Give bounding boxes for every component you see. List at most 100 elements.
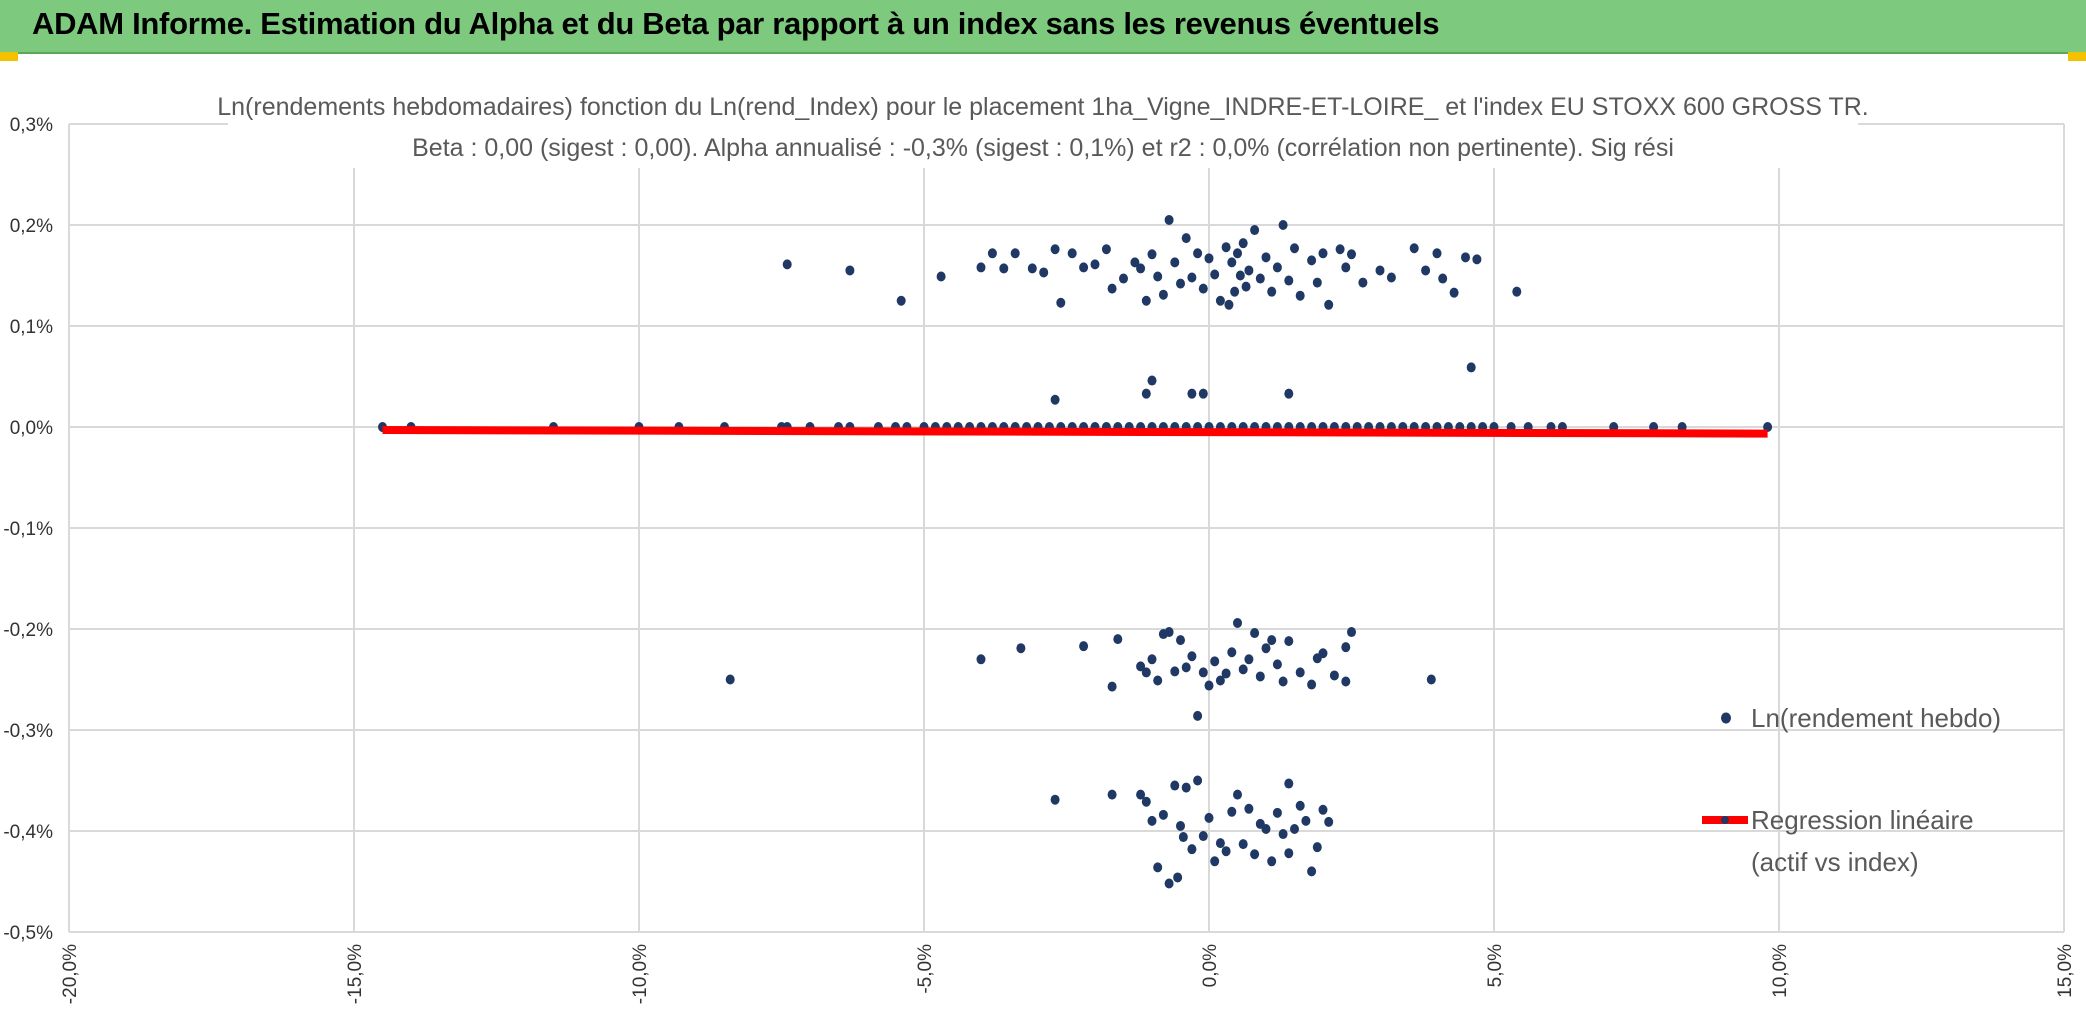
data-point bbox=[1472, 254, 1482, 265]
data-point bbox=[1187, 651, 1197, 662]
data-point bbox=[1210, 856, 1220, 867]
data-point bbox=[1198, 831, 1208, 842]
data-point bbox=[1284, 275, 1294, 286]
data-point bbox=[1255, 273, 1265, 284]
x-tick-label: 0,0% bbox=[1200, 944, 1221, 987]
data-point bbox=[1227, 257, 1237, 268]
data-point bbox=[1027, 263, 1037, 274]
data-point bbox=[1312, 842, 1322, 853]
data-point bbox=[1221, 242, 1231, 253]
legend-marker-points bbox=[1721, 712, 1731, 724]
data-point bbox=[1056, 297, 1066, 308]
data-point bbox=[999, 263, 1009, 274]
data-point bbox=[1227, 806, 1237, 817]
data-point bbox=[936, 271, 946, 282]
y-tick-label: -0,1% bbox=[3, 519, 53, 540]
x-tick-label: 10,0% bbox=[1770, 944, 1791, 998]
chart-title: Ln(rendements hebdomadaires) fonction du… bbox=[217, 93, 1869, 121]
data-point bbox=[1386, 272, 1396, 283]
data-point bbox=[1267, 635, 1277, 646]
data-point bbox=[1050, 394, 1060, 405]
data-point bbox=[1409, 243, 1419, 254]
x-tick-label: -20,0% bbox=[60, 944, 81, 1004]
data-point bbox=[1136, 263, 1146, 274]
data-point bbox=[1284, 388, 1294, 399]
data-point bbox=[1329, 670, 1339, 681]
y-tick-label: -0,2% bbox=[3, 620, 53, 641]
data-point bbox=[1193, 248, 1203, 259]
data-point bbox=[1193, 710, 1203, 721]
data-point bbox=[1107, 789, 1117, 800]
data-point bbox=[1261, 823, 1271, 834]
data-point bbox=[1307, 679, 1317, 690]
data-point bbox=[1324, 816, 1334, 827]
data-point bbox=[1358, 277, 1368, 288]
x-tick-label: -5,0% bbox=[915, 944, 936, 994]
data-point bbox=[1176, 278, 1185, 289]
data-point bbox=[1241, 281, 1251, 292]
data-point bbox=[896, 295, 906, 306]
data-point bbox=[1204, 812, 1214, 823]
data-point bbox=[1284, 848, 1294, 859]
data-point bbox=[1164, 878, 1174, 889]
data-point bbox=[1227, 647, 1237, 658]
data-point bbox=[1141, 388, 1151, 399]
data-point bbox=[1210, 656, 1220, 667]
data-point bbox=[1307, 255, 1317, 266]
data-point bbox=[1438, 273, 1448, 284]
data-point bbox=[1187, 844, 1197, 855]
data-point bbox=[1079, 641, 1089, 652]
data-point bbox=[1215, 295, 1225, 306]
data-point bbox=[1250, 628, 1260, 639]
scatter-points bbox=[378, 214, 1773, 889]
data-point bbox=[1421, 265, 1431, 276]
data-point bbox=[1301, 815, 1311, 826]
data-point bbox=[1176, 820, 1185, 831]
data-point bbox=[1204, 680, 1214, 691]
data-point bbox=[1107, 681, 1117, 692]
data-point bbox=[1261, 643, 1271, 654]
data-point bbox=[1426, 674, 1436, 685]
data-point bbox=[1204, 253, 1214, 264]
x-tick-label: -10,0% bbox=[630, 944, 651, 1004]
data-point bbox=[1164, 627, 1174, 638]
data-point bbox=[1267, 856, 1277, 867]
data-point bbox=[1244, 654, 1254, 665]
data-point bbox=[1050, 244, 1060, 255]
corner-marker-left bbox=[0, 52, 18, 61]
corner-marker-right bbox=[2068, 52, 2086, 61]
x-tick-label: 15,0% bbox=[2055, 944, 2076, 998]
y-tick-label: -0,4% bbox=[3, 822, 53, 843]
y-axis-ticks: 0,3% 0,2% 0,1% 0,0% -0,1% -0,2% -0,3% -0,4% -0,5… bbox=[3, 115, 53, 944]
data-point bbox=[1272, 262, 1282, 273]
title-backdrop bbox=[228, 88, 1858, 168]
data-point bbox=[1295, 290, 1305, 301]
data-point bbox=[1181, 662, 1191, 673]
data-point bbox=[1016, 643, 1026, 654]
data-point bbox=[1178, 832, 1188, 843]
data-point bbox=[1136, 789, 1146, 800]
data-point bbox=[1221, 668, 1231, 679]
data-point bbox=[1147, 375, 1157, 386]
data-point bbox=[1449, 287, 1459, 298]
data-point bbox=[1147, 249, 1157, 260]
data-point bbox=[1141, 796, 1151, 807]
legend-marker-regression-dot bbox=[1721, 816, 1729, 824]
data-point bbox=[1233, 617, 1242, 628]
data-point bbox=[1261, 252, 1271, 263]
data-point bbox=[1272, 807, 1282, 818]
data-point bbox=[1050, 794, 1060, 805]
data-point bbox=[1238, 664, 1248, 675]
data-point bbox=[1153, 675, 1163, 686]
data-point bbox=[1244, 803, 1254, 814]
data-point bbox=[1067, 248, 1077, 259]
data-point bbox=[1466, 362, 1476, 373]
data-point bbox=[1187, 388, 1197, 399]
title-banner: ADAM Informe. Estimation du Alpha et du … bbox=[0, 0, 2086, 54]
data-point bbox=[1272, 659, 1282, 670]
data-point bbox=[1039, 267, 1049, 278]
y-tick-label: 0,3% bbox=[10, 115, 53, 136]
data-point bbox=[1079, 262, 1089, 273]
regression-line-group bbox=[382, 426, 1768, 438]
data-point bbox=[1153, 271, 1163, 282]
